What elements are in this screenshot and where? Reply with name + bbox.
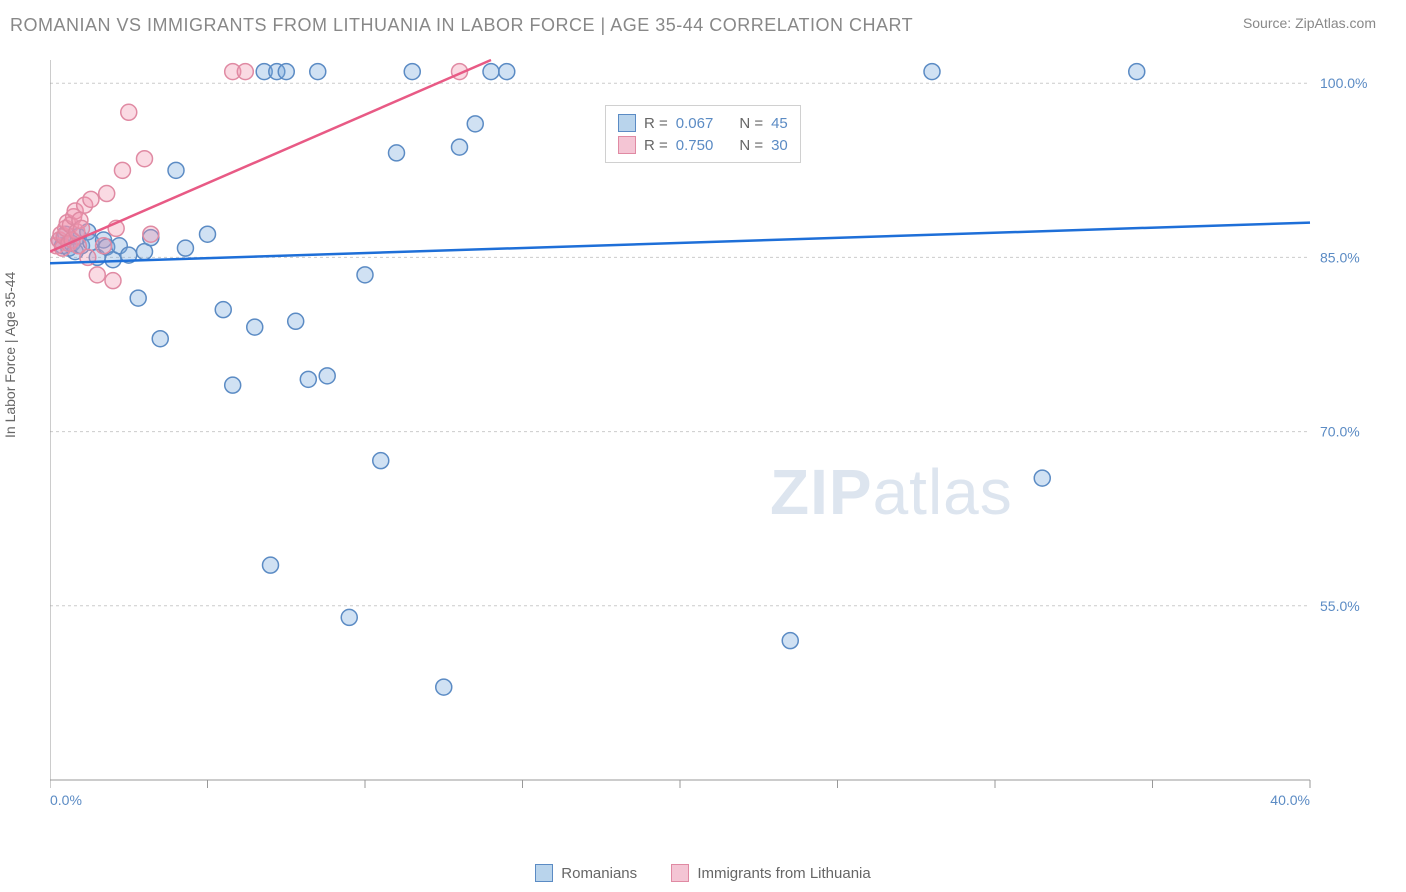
swatch-lithuania-icon bbox=[671, 864, 689, 882]
swatch-romanians-icon bbox=[535, 864, 553, 882]
chart-title: ROMANIAN VS IMMIGRANTS FROM LITHUANIA IN… bbox=[10, 15, 913, 36]
legend-label-romanians: Romanians bbox=[561, 865, 637, 882]
svg-text:85.0%: 85.0% bbox=[1320, 249, 1360, 265]
source-prefix: Source: bbox=[1243, 15, 1295, 31]
legend-item-romanians: Romanians bbox=[535, 864, 637, 882]
legend-item-lithuania: Immigrants from Lithuania bbox=[671, 864, 870, 882]
legend-row-romanians: R = 0.067 N = 45 bbox=[618, 112, 788, 134]
n-value-lithuania: 30 bbox=[771, 137, 788, 154]
svg-text:40.0%: 40.0% bbox=[1270, 792, 1310, 808]
r-label: R = bbox=[644, 115, 668, 132]
svg-text:70.0%: 70.0% bbox=[1320, 424, 1360, 440]
n-value-romanians: 45 bbox=[771, 115, 788, 132]
legend-label-lithuania: Immigrants from Lithuania bbox=[697, 865, 870, 882]
chart-area: 55.0% 70.0% 85.0% 100.0% 0.0% 40.0% R = 0.067… bbox=[50, 50, 1370, 810]
source-attribution: Source: ZipAtlas.com bbox=[1243, 15, 1376, 31]
svg-text:100.0%: 100.0% bbox=[1320, 75, 1367, 91]
svg-text:0.0%: 0.0% bbox=[50, 792, 82, 808]
series-legend: Romanians Immigrants from Lithuania bbox=[0, 864, 1406, 886]
n-label: N = bbox=[739, 137, 763, 154]
swatch-lithuania bbox=[618, 136, 636, 154]
source-name: ZipAtlas.com bbox=[1295, 15, 1376, 31]
n-label: N = bbox=[739, 115, 763, 132]
correlation-legend: R = 0.067 N = 45 R = 0.750 N = 30 bbox=[605, 105, 801, 163]
swatch-romanians bbox=[618, 114, 636, 132]
r-value-lithuania: 0.750 bbox=[676, 137, 714, 154]
r-label: R = bbox=[644, 137, 668, 154]
r-value-romanians: 0.067 bbox=[676, 115, 714, 132]
y-axis-label: In Labor Force | Age 35-44 bbox=[2, 272, 18, 438]
legend-row-lithuania: R = 0.750 N = 30 bbox=[618, 134, 788, 156]
scatter-plot: 55.0% 70.0% 85.0% 100.0% 0.0% 40.0% bbox=[50, 50, 1370, 810]
svg-text:55.0%: 55.0% bbox=[1320, 598, 1360, 614]
